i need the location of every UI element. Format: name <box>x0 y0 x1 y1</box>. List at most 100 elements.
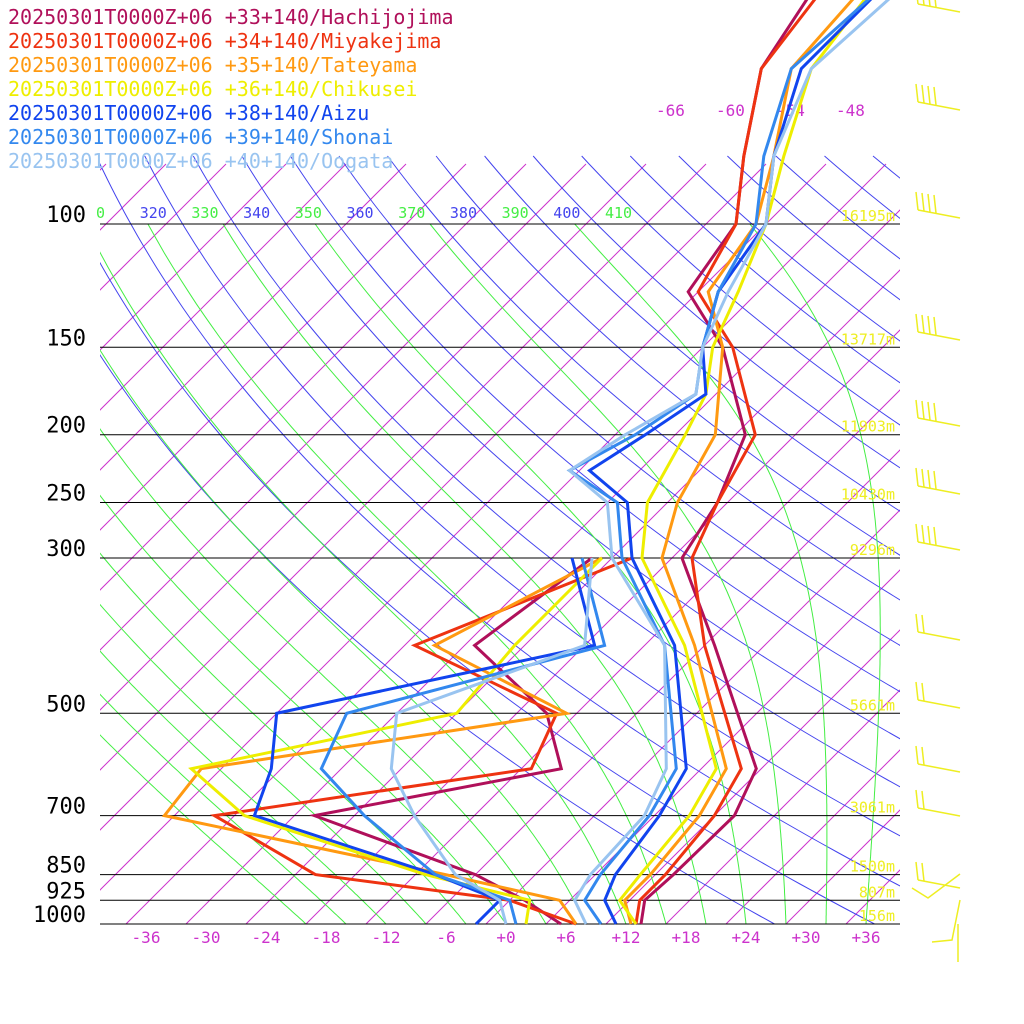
wind-barbs <box>911 0 961 962</box>
height-label: 13717m <box>841 330 895 348</box>
wind-barb-flag <box>933 194 937 214</box>
wind-barb-shaft <box>917 209 961 219</box>
temperature-tick-label: +30 <box>792 928 821 947</box>
upper-temperature-label: -66 <box>656 101 685 120</box>
temperature-series-line <box>566 0 871 925</box>
wind-barb-flag <box>915 523 919 543</box>
wind-barb-shaft <box>917 879 961 889</box>
wind-barb-flag <box>915 861 919 881</box>
temperature-tick-label: +6 <box>556 928 575 947</box>
wind-barb <box>915 523 961 551</box>
isotherm-line <box>245 269 900 924</box>
pressure-tick-label: 925 <box>46 879 86 904</box>
temperature-tick-label: -30 <box>192 928 221 947</box>
pressure-tick-label: 150 <box>46 326 86 351</box>
height-label: 1500m <box>850 858 895 876</box>
isotherm-line <box>425 449 900 924</box>
pressure-tick-label: 1000 <box>33 903 86 928</box>
theta-label: 320 <box>140 204 167 222</box>
isotherm-line <box>100 163 587 651</box>
temperature-tick-label: -24 <box>252 928 281 947</box>
legend: 20250301T0000Z+06 +33+140/Hachijojima 202… <box>8 5 454 173</box>
dry-adiabat-line <box>678 155 900 342</box>
temperature-series-line <box>617 0 867 925</box>
wind-barb-flag <box>921 790 925 810</box>
wind-barb-flag <box>933 470 937 490</box>
wind-barb <box>916 0 961 13</box>
wind-barb-shaft <box>917 631 961 641</box>
isotherm-line <box>185 209 900 924</box>
dry-adiabat-line <box>435 155 900 556</box>
wind-barb-flag <box>921 682 925 702</box>
dewpoint-series-line <box>389 557 594 925</box>
temperature-tick-label: +24 <box>732 928 761 947</box>
wind-barb-shaft <box>917 331 961 341</box>
temperature-tick-label: +18 <box>672 928 701 947</box>
wind-barb-flag <box>933 402 937 422</box>
wind-barb-flag <box>922 0 925 6</box>
dry-adiabat-line <box>775 155 900 260</box>
isotherm-line <box>665 689 900 924</box>
dewpoint-series-line <box>161 556 603 925</box>
height-label: 156m <box>859 907 895 925</box>
isotherm-line <box>605 629 900 924</box>
height-label: 807m <box>859 883 895 901</box>
wind-barb-flag <box>933 86 937 106</box>
moist-adiabat-line <box>100 603 427 924</box>
wind-barb-shaft <box>917 3 961 13</box>
wind-barb-flag <box>921 746 925 766</box>
theta-label: 370 <box>398 204 425 222</box>
wind-barb-shaft <box>931 899 961 943</box>
wind-barb-flag <box>915 613 919 633</box>
dry-adiabat-line <box>484 155 900 512</box>
theta-label: 400 <box>553 204 580 222</box>
wind-barb-shaft <box>917 541 961 551</box>
wind-barb-flag <box>927 401 931 421</box>
dewpoint-series-line <box>252 557 597 926</box>
isotherm-line <box>906 164 1024 924</box>
dry-adiabat-line <box>241 155 900 740</box>
wind-barb-flag <box>915 313 919 333</box>
legend-entry: 20250301T0000Z+06 +33+140/Hachijojima <box>8 5 454 29</box>
upper-temperature-label: -48 <box>836 101 865 120</box>
theta-label: 380 <box>450 204 477 222</box>
axis-labels: 100 16195m 150 13717m 200 11903m 250 10430m 300 9… <box>33 101 895 947</box>
temperature-tick-label: +0 <box>496 928 515 947</box>
temperature-series-line <box>566 0 891 925</box>
temperature-tick-label: -36 <box>132 928 161 947</box>
legend-entry: 20250301T0000Z+06 +38+140/Aizu <box>8 101 369 125</box>
isotherm-line <box>0 164 46 924</box>
pressure-tick-label: 100 <box>46 203 86 228</box>
dewpoint-series-line <box>188 556 604 925</box>
wind-barb-shaft <box>917 485 961 495</box>
theta-label: 350 <box>295 204 322 222</box>
dry-adiabat-line <box>532 155 900 469</box>
isotherm-line <box>100 163 347 411</box>
theta-label: 390 <box>502 204 529 222</box>
isotherm-line <box>100 163 647 711</box>
wind-barb-flag <box>921 314 925 334</box>
isotherm-line <box>545 569 900 924</box>
dry-adiabat-line <box>338 155 900 646</box>
wind-barb-shaft <box>917 699 961 709</box>
wind-barb-flag <box>921 192 925 212</box>
wind-barb-flag <box>928 0 931 7</box>
wind-barb-shaft <box>917 763 961 773</box>
theta-label: 360 <box>347 204 374 222</box>
isotherm-line <box>100 163 527 591</box>
dewpoint-series-line <box>319 557 607 925</box>
legend-entry: 20250301T0000Z+06 +39+140/Shonai <box>8 125 393 149</box>
wind-barb-flag <box>927 525 931 545</box>
wind-barb-flag <box>927 193 931 213</box>
wind-barb <box>915 467 961 495</box>
dry-adiabat-line <box>100 163 900 887</box>
temperature-tick-label: +36 <box>852 928 881 947</box>
wind-barb-flag <box>921 468 925 488</box>
wind-barb <box>915 191 961 219</box>
dry-adiabat-line <box>144 155 900 837</box>
theta-label: 410 <box>605 204 632 222</box>
height-label: 11903m <box>841 418 895 436</box>
theta-label: 330 <box>191 204 218 222</box>
wind-barb <box>915 681 961 709</box>
